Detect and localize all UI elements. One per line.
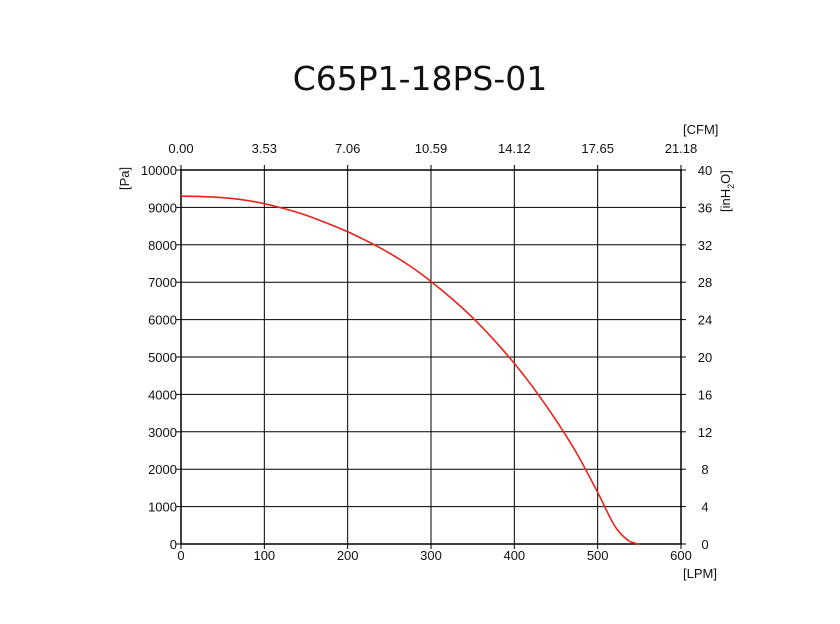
- bottom-axis-unit: [LPM]: [683, 566, 717, 581]
- right-tick-label: 12: [698, 425, 712, 440]
- right-tick-label: 0: [701, 537, 708, 552]
- left-tick-label: 10000: [141, 163, 177, 178]
- right-unit-part-3: O]: [718, 170, 733, 184]
- right-tick-label: 8: [701, 462, 708, 477]
- left-tick-label: 7000: [148, 275, 177, 290]
- left-tick-label: 9000: [148, 200, 177, 215]
- right-tick-label: 32: [698, 238, 712, 253]
- right-tick-label: 40: [698, 163, 712, 178]
- top-axis-unit: [CFM]: [683, 122, 718, 137]
- left-tick-label: 5000: [148, 350, 177, 365]
- left-tick-label: 0: [170, 537, 177, 552]
- top-tick-label: 7.06: [335, 141, 360, 156]
- top-tick-label: 14.12: [498, 141, 531, 156]
- right-tick-label: 36: [698, 200, 712, 215]
- top-tick-label: 17.65: [581, 141, 614, 156]
- top-tick-label: 21.18: [665, 141, 698, 156]
- axis-ticks: 0 100 200 300 400 500 6000.00 3.53 7.06 10.59 14.1…: [141, 141, 712, 563]
- left-tick-label: 1000: [148, 500, 177, 515]
- bottom-tick-label: 500: [587, 548, 609, 563]
- bottom-tick-label: 0: [177, 548, 184, 563]
- left-tick-label: 3000: [148, 425, 177, 440]
- left-axis-unit: [Pa]: [117, 167, 132, 190]
- bottom-tick-label: 200: [337, 548, 359, 563]
- bottom-tick-label: 600: [670, 548, 692, 563]
- right-tick-label: 28: [698, 275, 712, 290]
- chart-title: C65P1-18PS-01: [293, 59, 548, 98]
- right-unit-part-1: [inH: [718, 189, 733, 212]
- bottom-tick-label: 300: [420, 548, 442, 563]
- left-tick-label: 8000: [148, 238, 177, 253]
- right-tick-label: 20: [698, 350, 712, 365]
- left-tick-label: 2000: [148, 462, 177, 477]
- right-tick-label: 24: [698, 313, 712, 328]
- right-axis-unit: [inH2O]: [718, 170, 736, 212]
- right-unit-subscript: 2: [726, 184, 736, 189]
- left-tick-label: 4000: [148, 387, 177, 402]
- bottom-tick-label: 400: [503, 548, 525, 563]
- left-tick-label: 6000: [148, 313, 177, 328]
- top-tick-label: 0.00: [168, 141, 193, 156]
- right-tick-label: 16: [698, 387, 712, 402]
- right-tick-label: 4: [701, 500, 708, 515]
- grid-lines: [181, 170, 681, 544]
- top-tick-label: 3.53: [252, 141, 277, 156]
- series-layer: [180, 195, 640, 545]
- top-tick-label: 10.59: [415, 141, 448, 156]
- series-line: [180, 195, 640, 545]
- bottom-tick-label: 100: [253, 548, 275, 563]
